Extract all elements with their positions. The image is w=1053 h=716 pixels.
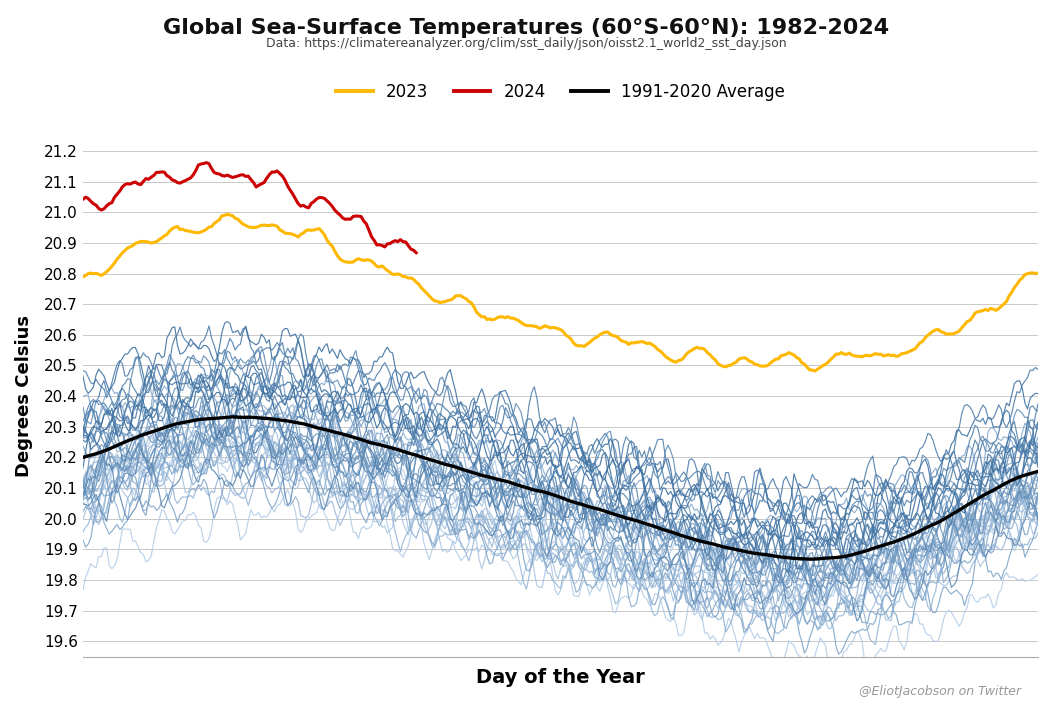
X-axis label: Day of the Year: Day of the Year bbox=[476, 668, 644, 687]
Text: Global Sea-Surface Temperatures (60°S-60°N): 1982-2024: Global Sea-Surface Temperatures (60°S-60… bbox=[163, 18, 890, 38]
Text: @EliotJacobson on Twitter: @EliotJacobson on Twitter bbox=[859, 685, 1021, 698]
Y-axis label: Degrees Celsius: Degrees Celsius bbox=[15, 315, 33, 477]
Text: Data: https://climatereanalyzer.org/clim/sst_daily/json/oisst2.1_world2_sst_day.: Data: https://climatereanalyzer.org/clim… bbox=[266, 37, 787, 50]
Legend: 2023, 2024, 1991-2020 Average: 2023, 2024, 1991-2020 Average bbox=[330, 76, 792, 107]
